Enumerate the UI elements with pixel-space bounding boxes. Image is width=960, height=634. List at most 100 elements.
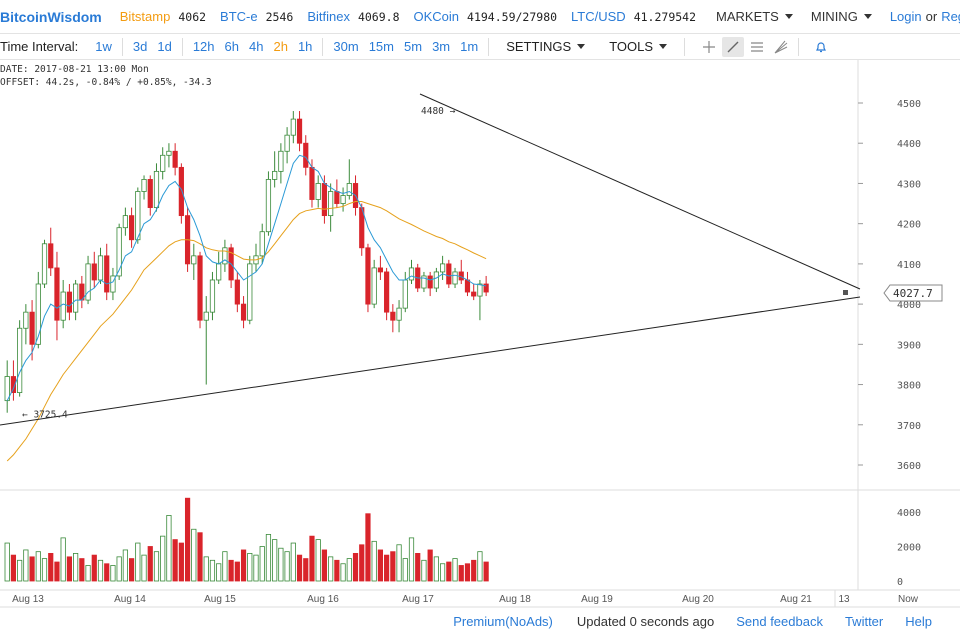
feedback-link[interactable]: Send feedback bbox=[736, 613, 823, 629]
resistance-trendline bbox=[419, 93, 861, 290]
twitter-link[interactable]: Twitter bbox=[844, 613, 884, 629]
candle-body bbox=[433, 271, 439, 289]
settings-menu[interactable]: SETTINGS bbox=[494, 39, 597, 54]
time-axis-label: Aug 18 bbox=[499, 594, 531, 605]
cursor-offset: OFFSET: 44.2s, -0.84% / +0.85%, -34.3 bbox=[0, 77, 212, 88]
market-price: 4194.59/27980 bbox=[467, 9, 558, 24]
time-axis-label: Now bbox=[898, 594, 919, 605]
low-annotation: ← 3725.4 bbox=[22, 410, 68, 421]
market-price: 4062 bbox=[178, 9, 207, 24]
candle-body bbox=[91, 263, 97, 281]
login-link[interactable]: Login bbox=[889, 9, 922, 24]
time-axis-label: Aug 14 bbox=[114, 594, 146, 605]
candle-body bbox=[222, 247, 228, 265]
markets-menu-label: MARKETS bbox=[716, 9, 779, 24]
time-axis-label: Aug 17 bbox=[402, 594, 434, 605]
market-okcoin[interactable]: OKCoin 4194.59/27980 bbox=[414, 9, 558, 24]
interval-5m[interactable]: 5m bbox=[404, 39, 423, 54]
time-interval-label: Time Interval: bbox=[0, 39, 79, 54]
market-ltcusd[interactable]: LTC/USD 41.279542 bbox=[571, 9, 696, 24]
candle-body bbox=[17, 327, 23, 393]
candle-body bbox=[166, 150, 172, 156]
volume-bar bbox=[66, 556, 72, 582]
line-draw-icon[interactable] bbox=[722, 36, 745, 57]
volume-bar bbox=[73, 552, 79, 582]
interval-15m[interactable]: 15m bbox=[368, 39, 394, 54]
candle-body bbox=[54, 267, 60, 321]
candle-body bbox=[110, 275, 116, 293]
time-axis-label: Aug 16 bbox=[307, 594, 339, 605]
time-axis-label: Aug 15 bbox=[204, 594, 236, 605]
candle-body bbox=[66, 291, 72, 313]
candle-body bbox=[104, 255, 110, 293]
interval-1d[interactable]: 1d bbox=[157, 39, 172, 54]
markets-menu[interactable]: MARKETS bbox=[716, 9, 793, 24]
candle-body bbox=[265, 179, 272, 233]
interval-2h[interactable]: 2h bbox=[273, 39, 288, 54]
chevron-down-icon bbox=[659, 44, 668, 49]
candle-body bbox=[35, 283, 41, 345]
candle-body bbox=[135, 191, 141, 241]
market-name: LTC/USD bbox=[571, 9, 626, 24]
ema-slow-line bbox=[6, 201, 487, 462]
register-link[interactable]: Register bbox=[941, 9, 960, 24]
time-axis-label: 13 bbox=[838, 594, 850, 605]
candle-body bbox=[172, 150, 178, 168]
ema-fast-line bbox=[6, 154, 487, 401]
volume-bar bbox=[483, 561, 489, 582]
candle-body bbox=[10, 376, 17, 393]
volume-bar bbox=[35, 551, 41, 582]
candle-body bbox=[116, 227, 122, 277]
candle-body bbox=[408, 267, 415, 281]
candle-body bbox=[160, 154, 166, 172]
interval-4h[interactable]: 4h bbox=[249, 39, 264, 54]
crosshair-icon[interactable] bbox=[698, 37, 720, 57]
tools-menu[interactable]: TOOLS bbox=[597, 39, 679, 54]
candle-body bbox=[97, 255, 104, 281]
market-bitstamp[interactable]: Bitstamp 4062 bbox=[120, 9, 206, 24]
fib-fan-icon[interactable] bbox=[770, 37, 792, 57]
last-price-marker bbox=[843, 290, 848, 295]
volume-bar bbox=[309, 535, 315, 582]
market-btce[interactable]: BTC-e 2546 bbox=[220, 9, 293, 24]
premium-link[interactable]: Premium(NoAds) bbox=[453, 613, 553, 629]
volume-bar bbox=[259, 546, 265, 582]
interval-3d[interactable]: 3d bbox=[132, 39, 148, 54]
price-tick-label: 4100 bbox=[897, 260, 921, 271]
volume-bar bbox=[184, 497, 191, 582]
interval-30m[interactable]: 30m bbox=[333, 39, 359, 54]
price-tick-label: 4400 bbox=[897, 139, 921, 150]
interval-3m[interactable]: 3m bbox=[432, 39, 451, 54]
volume-bar bbox=[110, 565, 116, 582]
candle-body bbox=[296, 118, 303, 144]
volume-bar bbox=[359, 544, 365, 582]
candle-body bbox=[209, 279, 216, 313]
interval-1h[interactable]: 1h bbox=[297, 39, 313, 54]
time-axis-label: Aug 13 bbox=[12, 594, 44, 605]
site-logo[interactable]: BitcoinWisdom bbox=[0, 8, 102, 25]
volume-bar bbox=[408, 537, 415, 582]
volume-bar bbox=[421, 559, 427, 582]
cursor-info: DATE: 2017-08-21 13:00 Mon OFFSET: 44.2s… bbox=[0, 63, 212, 89]
mining-menu-label: MINING bbox=[810, 9, 858, 24]
volume-bar bbox=[228, 559, 234, 582]
interval-1m[interactable]: 1m bbox=[460, 39, 479, 54]
horizontal-lines-icon[interactable] bbox=[746, 37, 768, 57]
market-bitfinex[interactable]: Bitfinex 4069.8 bbox=[307, 9, 399, 24]
help-link[interactable]: Help bbox=[905, 613, 932, 629]
volume-bar bbox=[247, 552, 253, 582]
volume-bar bbox=[427, 549, 433, 582]
volume-bar bbox=[197, 532, 203, 582]
candle-body bbox=[247, 263, 253, 321]
price-chart[interactable]: 3600 3700 3800 3900 4000 4100 4200 4300 4400 4500… bbox=[0, 60, 960, 608]
interval-1w[interactable]: 1w bbox=[95, 39, 112, 54]
mining-menu[interactable]: MINING bbox=[811, 9, 872, 24]
volume-bar bbox=[41, 558, 48, 582]
volume-bar bbox=[303, 558, 309, 582]
interval-12h[interactable]: 12h bbox=[192, 39, 215, 54]
divider bbox=[322, 37, 324, 56]
candle-body bbox=[328, 191, 334, 217]
volume-bar bbox=[272, 539, 278, 582]
bell-icon[interactable] bbox=[810, 37, 832, 57]
interval-6h[interactable]: 6h bbox=[224, 39, 239, 54]
